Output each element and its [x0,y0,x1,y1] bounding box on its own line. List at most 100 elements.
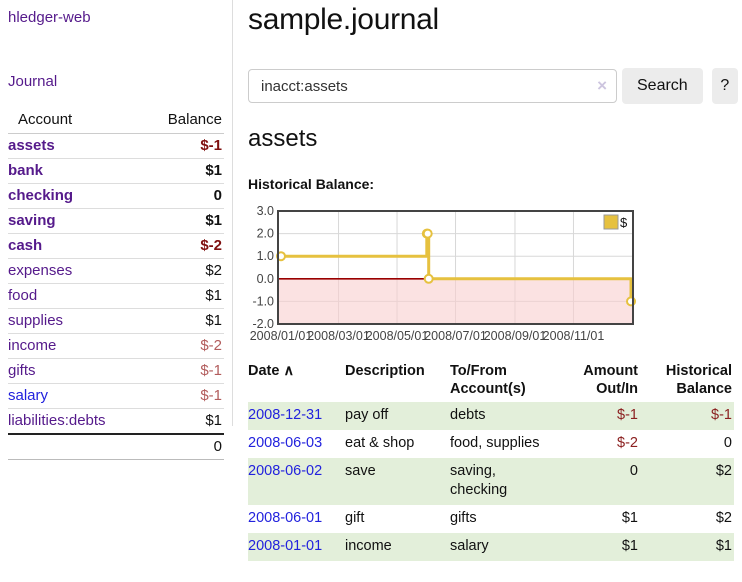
historical-balance-chart: $3.0 2.0 1.0 0.0 -1.0 -2.02008/01/012008/03/0… [250,204,636,343]
register-description: gift [345,510,365,526]
register-balance: $-1 [711,407,732,423]
x-tick-label: 2008/09/01 [484,329,547,343]
register-header-tofrom: To/From Account(s) [450,363,526,397]
accounts-total-value: 0 [145,433,224,460]
x-tick-label: 2008/05/01 [366,329,429,343]
register-amount: $-2 [617,435,638,451]
account-link[interactable]: cash [8,237,43,254]
register-tofrom: gifts [450,510,477,526]
register-balance: $1 [715,538,732,554]
register-row: 2008-01-01 income salary $1 $1 [248,533,734,561]
register-header-description: Description [345,363,425,379]
y-tick-label: 3.0 [257,204,274,218]
accounts-table: Account Balance assets $-1 bank $1 checking 0… [8,107,224,460]
register-header-balance: Historical Balance [665,363,732,397]
account-link[interactable]: checking [8,187,74,204]
register-date-link[interactable]: 2008-06-03 [248,435,323,451]
account-balance: 0 [145,183,224,209]
search-button[interactable]: Search [622,68,703,104]
account-balance: $1 [145,283,224,309]
register-description: eat & shop [345,435,415,451]
account-balance: $1 [145,408,224,434]
account-balance: $1 [145,208,224,234]
register-date-link[interactable]: 2008-06-02 [248,463,323,479]
legend-swatch [603,214,619,230]
account-row: saving $1 [8,208,224,234]
register-header-amount: Amount Out/In [583,363,638,397]
plot-border [277,210,634,325]
register-row: 2008-06-02 save saving, checking 0 $2 [248,458,734,505]
account-link[interactable]: supplies [8,312,64,329]
data-point-marker [422,228,433,239]
account-row: assets $-1 [8,134,224,159]
account-row: food $1 [8,283,224,309]
register-tofrom: salary [450,538,489,554]
y-tick-label: -1.0 [252,294,274,308]
account-row: liabilities:debts $1 [8,408,224,434]
register-description: save [345,463,376,479]
legend-label: $ [620,215,628,230]
data-point-marker [423,273,434,284]
register-row: 2008-06-03 eat & shop food, supplies $-2 0 [248,430,734,458]
register-tofrom: saving, checking [450,463,508,498]
account-link[interactable]: saving [8,212,56,229]
negative-region [278,278,633,324]
help-button[interactable]: ? [711,68,738,104]
sidebar: hledger-web Journal Account Balance asse… [0,0,233,460]
account-link[interactable]: assets [8,137,55,154]
accounts-header-row: Account Balance [8,107,224,134]
account-balance: $-1 [145,358,224,384]
page-title: sample.journal [248,3,439,36]
account-link[interactable]: bank [8,162,44,179]
x-tick-label: 2008/03/01 [307,329,370,343]
register-date-link[interactable]: 2008-06-01 [248,510,323,526]
register-tofrom: debts [450,407,486,423]
x-tick-label: 2008/07/01 [424,329,487,343]
account-link[interactable]: liabilities:debts [8,412,106,429]
register-date-link[interactable]: 2008-12-31 [248,407,323,423]
account-balance: $1 [145,308,224,334]
account-balance: $-1 [145,383,224,409]
accounts-total-row: 0 [8,433,224,460]
accounts-header-balance: Balance [145,107,224,134]
app-title[interactable]: hledger-web [8,9,91,26]
account-row: cash $-2 [8,233,224,259]
register-header-date[interactable]: Date ∧ [248,363,295,379]
register-description: income [345,538,392,554]
account-link[interactable]: food [8,287,38,304]
register-table: Date ∧ Description To/From Account(s) Am… [248,360,734,561]
register-balance: 0 [723,435,732,451]
account-row: checking 0 [8,183,224,209]
journal-nav-link[interactable]: Journal [8,73,58,90]
register-date-link[interactable]: 2008-01-01 [248,538,323,554]
account-balance: $2 [145,258,224,284]
account-link[interactable]: expenses [8,262,73,279]
register-amount: $1 [621,510,638,526]
register-row: 2008-12-31 pay off debts $-1 $-1 [248,402,734,430]
register-description: pay off [345,407,389,423]
account-link[interactable]: income [8,337,57,354]
y-tick-label: -2.0 [252,317,274,331]
account-row: salary $-1 [8,383,224,409]
register-row: 2008-06-01 gift gifts $1 $2 [248,505,734,533]
x-tick-label: 2008/01/01 [250,329,313,343]
y-tick-label: 2.0 [257,227,274,241]
register-balance: $2 [715,510,732,526]
account-balance: $-2 [145,233,224,259]
account-link[interactable]: salary [8,387,49,404]
account-row: supplies $1 [8,308,224,334]
search-input[interactable] [248,69,617,103]
account-row: income $-2 [8,333,224,359]
x-tick-label: 2008/11/01 [543,329,605,343]
account-balance: $1 [145,158,224,184]
sort-asc-icon: ∧ [283,363,295,379]
register-tofrom: food, supplies [450,435,540,451]
register-amount: $1 [621,538,638,554]
accounts-header-account: Account [8,107,146,134]
account-row: bank $1 [8,158,224,184]
register-balance: $2 [715,463,732,479]
clear-search-icon[interactable]: × [597,76,607,95]
account-link[interactable]: gifts [8,362,36,379]
y-tick-label: 0.0 [257,272,274,286]
account-heading: assets [248,125,318,152]
